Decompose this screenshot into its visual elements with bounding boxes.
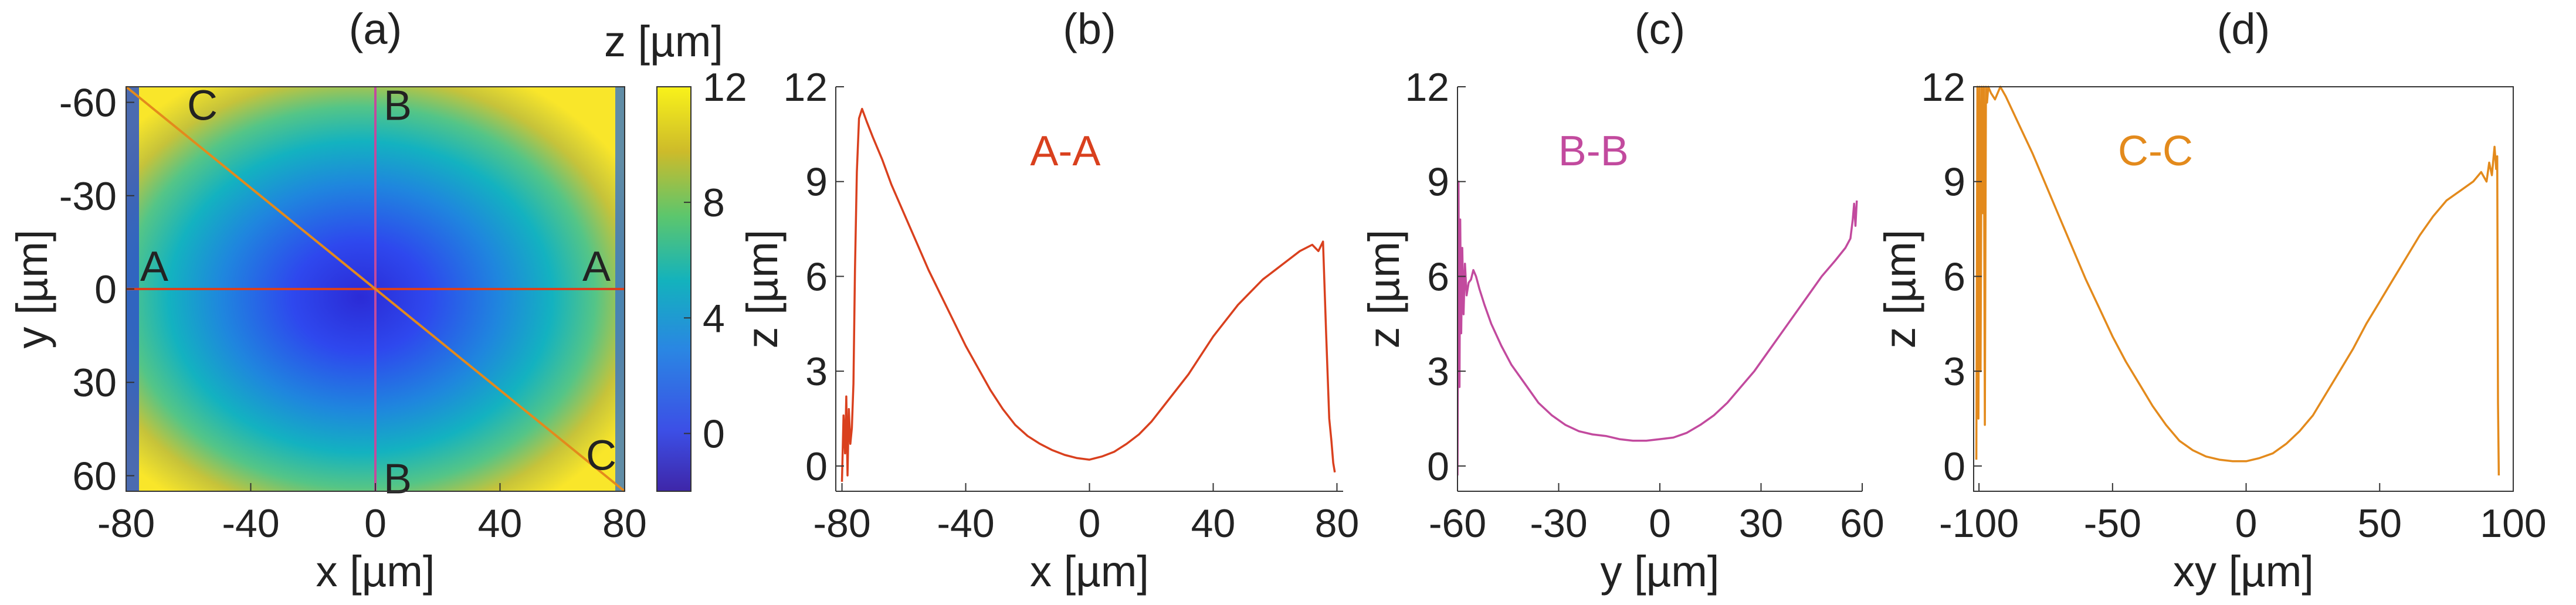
cut-label-c-end: C <box>586 432 616 479</box>
x-tick-label: 80 <box>1315 501 1360 546</box>
panel-d-line-chart: (d) C-C -100 -50 0 50 100 0 3 6 9 12 xy [µm] z [µm] <box>1876 5 2547 596</box>
panel-b-title: (b) <box>1063 5 1116 53</box>
panel-d-title: (d) <box>2217 5 2270 53</box>
panel-d-frame <box>1973 86 2514 492</box>
y-tick-label: 6 <box>805 254 828 299</box>
panel-c-y-label: z [µm] <box>1360 230 1408 349</box>
x-tick-label: 50 <box>2357 501 2402 546</box>
y-tick-label: 9 <box>1943 160 1965 205</box>
x-tick-label: -40 <box>222 501 279 546</box>
cut-label-b-start: B <box>384 83 412 130</box>
y-tick-label: 12 <box>1405 65 1449 110</box>
panel-c-section-label: B-B <box>1558 128 1629 175</box>
panel-d-series-line <box>1975 86 2500 476</box>
colorbar-tick-label: 8 <box>703 181 725 225</box>
colorbar-tick-label: 12 <box>703 65 747 110</box>
y-tick-label: 0 <box>94 267 117 312</box>
panel-d-section-label: C-C <box>2118 128 2193 175</box>
x-tick-label: 0 <box>1649 501 1671 546</box>
cut-label-a-start: A <box>140 243 168 290</box>
x-tick-label: 100 <box>2480 501 2546 546</box>
cut-label-a-end: A <box>582 243 611 290</box>
x-tick-label: -40 <box>937 501 994 546</box>
y-tick-label: 3 <box>1427 349 1449 394</box>
colorbar-tick-label: 0 <box>703 412 725 456</box>
colorbar-tick-label: 4 <box>703 296 725 341</box>
panel-c-x-label: y [µm] <box>1601 547 1720 596</box>
x-tick-label: -100 <box>1939 501 2019 546</box>
y-tick-label: 9 <box>1427 160 1449 205</box>
x-tick-label: 0 <box>2235 501 2258 546</box>
y-tick-label: 12 <box>783 65 828 110</box>
panel-b-line-chart: (b) A-A -80 -40 0 40 80 0 3 6 9 12 x [µm] z [µm] <box>738 5 1359 596</box>
x-tick-label: 0 <box>1079 501 1101 546</box>
panel-d-y-label: z [µm] <box>1876 230 1924 349</box>
x-tick-label: -80 <box>813 501 870 546</box>
y-tick-label: 3 <box>1943 349 1965 394</box>
y-tick-label: 12 <box>1921 65 1965 110</box>
y-tick-label: 6 <box>1427 254 1449 299</box>
x-tick-label: -50 <box>2084 501 2141 546</box>
panel-a-title: (a) <box>349 5 402 53</box>
y-tick-label: 3 <box>805 349 828 394</box>
panel-d-x-label: xy [µm] <box>2173 547 2314 596</box>
colorbar-label: z [µm] <box>604 17 723 66</box>
panel-c-series-line <box>1458 180 1858 476</box>
cut-label-c-start: C <box>187 83 218 130</box>
y-tick-label: 0 <box>805 444 828 489</box>
x-tick-label: -60 <box>1429 501 1486 546</box>
panel-a-x-label: x [µm] <box>316 547 435 596</box>
y-tick-label: 60 <box>72 454 117 498</box>
y-tick-label: -30 <box>59 174 117 219</box>
y-tick-label: 30 <box>72 361 117 405</box>
panel-b-section-label: A-A <box>1030 128 1100 175</box>
panel-b-series-line <box>840 107 1336 482</box>
colorbar <box>656 86 692 492</box>
x-tick-label: -80 <box>97 501 155 546</box>
y-tick-label: 9 <box>805 160 828 205</box>
y-tick-label: 0 <box>1943 444 1965 489</box>
x-tick-label: 60 <box>1840 501 1884 546</box>
panel-b-x-label: x [µm] <box>1030 547 1149 596</box>
cut-line-c-c <box>125 86 626 492</box>
x-tick-label: -30 <box>1530 501 1587 546</box>
x-tick-label: 0 <box>364 501 387 546</box>
panel-c-title: (c) <box>1635 5 1685 53</box>
panel-c-line-chart: (c) B-B -60 -30 0 30 60 0 3 6 9 12 y [µm] z [µm] <box>1360 5 1884 596</box>
y-tick-label: 0 <box>1427 444 1449 489</box>
x-tick-label: 30 <box>1739 501 1784 546</box>
x-tick-label: 40 <box>478 501 523 546</box>
panel-b-y-label: z [µm] <box>738 230 787 349</box>
panel-a-y-label: y [µm] <box>8 230 56 349</box>
x-tick-label: 40 <box>1191 501 1236 546</box>
cut-label-b-end: B <box>384 456 412 502</box>
x-tick-label: 80 <box>602 501 647 546</box>
y-tick-label: -60 <box>59 81 117 125</box>
y-tick-label: 6 <box>1943 254 1965 299</box>
